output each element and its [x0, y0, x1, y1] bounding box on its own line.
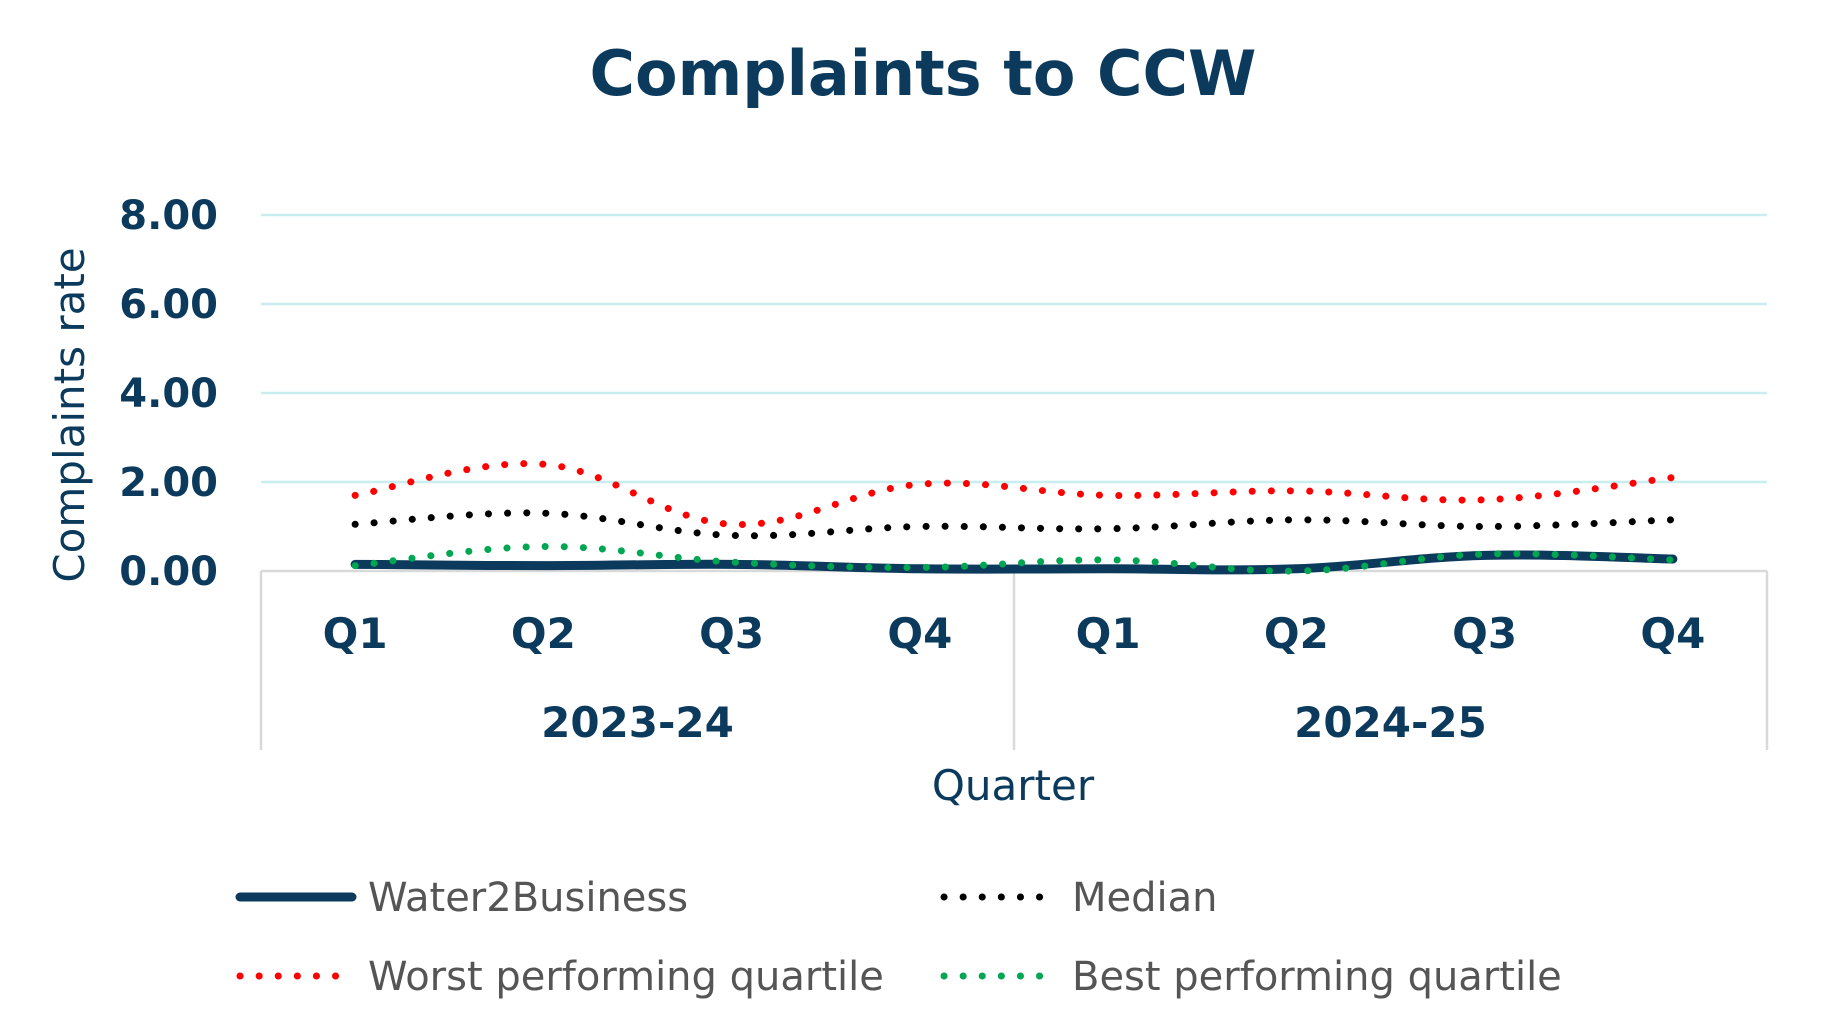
category-axis: Q1 Q2 Q3 Q4 Q1 Q2 Q3 Q4 2023-24 2024-25	[259, 569, 1769, 750]
x-tick-label: Q4	[1640, 609, 1705, 658]
y-tick-label: 0.00	[119, 549, 218, 595]
x-tick-label: Q4	[887, 609, 952, 658]
gridlines: 0.00 2.00 4.00 6.00 8.00	[119, 193, 1767, 595]
series-lines	[350, 460, 1678, 575]
series-line-best-performing-quartile	[351, 543, 1677, 575]
series-line-worst-performing-quartile	[351, 460, 1677, 528]
series-line-median	[351, 509, 1677, 540]
x-tick-label: Q1	[323, 609, 388, 658]
legend-label-median: Median	[1072, 875, 1218, 921]
legend-label-water2business: Water2Business	[368, 875, 688, 921]
x-tick-label: Q3	[1452, 609, 1517, 658]
chart-title: Complaints to CCW	[590, 37, 1257, 110]
x-tick-label: Q2	[511, 609, 576, 658]
x-tick-label: Q1	[1076, 609, 1141, 658]
year-group-label: 2023-24	[541, 698, 734, 747]
x-axis-label: Quarter	[932, 761, 1095, 810]
legend-label-worst-performing-quartile: Worst performing quartile	[368, 954, 884, 1000]
x-tick-label: Q2	[1264, 609, 1329, 658]
y-tick-label: 6.00	[119, 282, 218, 328]
legend-label-best-performing-quartile: Best performing quartile	[1072, 954, 1562, 1000]
year-group-label: 2024-25	[1294, 698, 1487, 747]
y-tick-label: 8.00	[119, 193, 218, 239]
y-tick-label: 4.00	[119, 371, 218, 417]
y-axis-label: Complaints rate	[45, 247, 94, 582]
x-tick-label: Q3	[699, 609, 764, 658]
y-tick-label: 2.00	[119, 460, 218, 506]
legend: Water2Business Median Worst performing qua…	[235, 875, 1562, 1000]
series-line-water2business	[350, 550, 1678, 575]
